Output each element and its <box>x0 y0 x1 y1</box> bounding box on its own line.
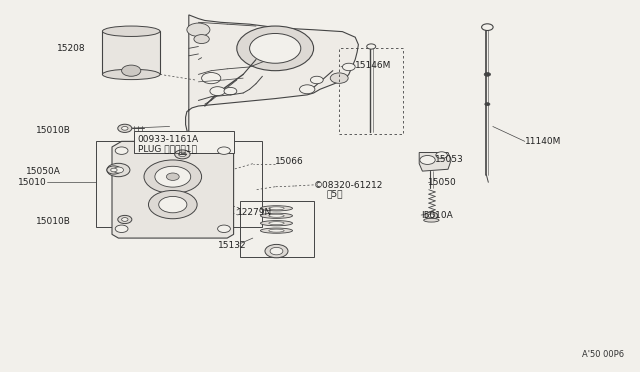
Ellipse shape <box>269 229 284 232</box>
Ellipse shape <box>269 214 284 217</box>
Text: 15050A: 15050A <box>26 167 61 176</box>
Ellipse shape <box>159 138 187 145</box>
Text: 15208: 15208 <box>56 44 85 53</box>
Circle shape <box>210 87 225 96</box>
Ellipse shape <box>269 207 284 210</box>
Circle shape <box>310 76 323 84</box>
Circle shape <box>175 150 190 159</box>
Text: A'50 00P6: A'50 00P6 <box>582 350 624 359</box>
Ellipse shape <box>260 213 292 218</box>
Circle shape <box>202 73 221 84</box>
Circle shape <box>148 190 197 219</box>
Circle shape <box>159 196 187 213</box>
Circle shape <box>420 155 435 164</box>
Circle shape <box>122 65 141 76</box>
Text: 15146M: 15146M <box>355 61 392 70</box>
Text: 15053: 15053 <box>435 155 464 164</box>
Circle shape <box>111 168 117 172</box>
Ellipse shape <box>260 228 292 233</box>
Ellipse shape <box>102 26 160 36</box>
Circle shape <box>218 147 230 154</box>
Circle shape <box>194 35 209 44</box>
Circle shape <box>115 225 128 232</box>
Circle shape <box>270 247 283 255</box>
Text: l5010A: l5010A <box>421 211 453 220</box>
Circle shape <box>107 166 121 174</box>
Circle shape <box>237 26 314 71</box>
Circle shape <box>113 167 124 173</box>
Circle shape <box>218 225 230 232</box>
Text: PLUG プラグ（1）: PLUG プラグ（1） <box>138 144 196 153</box>
Bar <box>102 31 160 74</box>
Text: 15010B: 15010B <box>36 217 70 226</box>
Circle shape <box>342 63 355 71</box>
Circle shape <box>166 173 179 180</box>
Text: 15066: 15066 <box>275 157 304 166</box>
Text: 00933-1161A: 00933-1161A <box>138 135 199 144</box>
Ellipse shape <box>260 221 292 226</box>
Circle shape <box>118 124 132 132</box>
Text: （5）: （5） <box>326 189 343 198</box>
Ellipse shape <box>424 218 439 222</box>
Circle shape <box>367 44 376 49</box>
Circle shape <box>107 163 130 177</box>
Circle shape <box>250 33 301 63</box>
Polygon shape <box>112 141 234 238</box>
Polygon shape <box>419 153 451 171</box>
Circle shape <box>330 73 348 83</box>
Circle shape <box>265 244 288 258</box>
Text: 15050: 15050 <box>428 178 456 187</box>
Circle shape <box>122 126 128 130</box>
Circle shape <box>300 85 315 94</box>
Circle shape <box>481 24 493 31</box>
Bar <box>240 201 314 257</box>
Circle shape <box>224 87 237 95</box>
Text: 15010: 15010 <box>18 178 47 187</box>
Circle shape <box>428 214 435 218</box>
Bar <box>339 48 403 134</box>
Text: 11140M: 11140M <box>525 137 561 146</box>
Text: 15132: 15132 <box>218 241 246 250</box>
Circle shape <box>155 166 191 187</box>
Circle shape <box>118 215 132 224</box>
Text: 15010B: 15010B <box>36 126 70 135</box>
Text: ©08320-61212: ©08320-61212 <box>314 182 383 190</box>
Ellipse shape <box>269 222 284 225</box>
Circle shape <box>425 212 438 219</box>
Bar <box>134 131 234 153</box>
Ellipse shape <box>260 206 292 211</box>
Circle shape <box>484 73 490 76</box>
Circle shape <box>122 218 128 221</box>
Text: 12279N: 12279N <box>237 208 272 217</box>
Circle shape <box>179 152 186 157</box>
Circle shape <box>144 160 202 193</box>
Polygon shape <box>186 15 358 136</box>
Circle shape <box>115 147 128 154</box>
Circle shape <box>436 152 447 158</box>
Circle shape <box>485 103 490 106</box>
Bar <box>96 141 262 227</box>
Circle shape <box>187 23 210 36</box>
Ellipse shape <box>102 69 160 80</box>
